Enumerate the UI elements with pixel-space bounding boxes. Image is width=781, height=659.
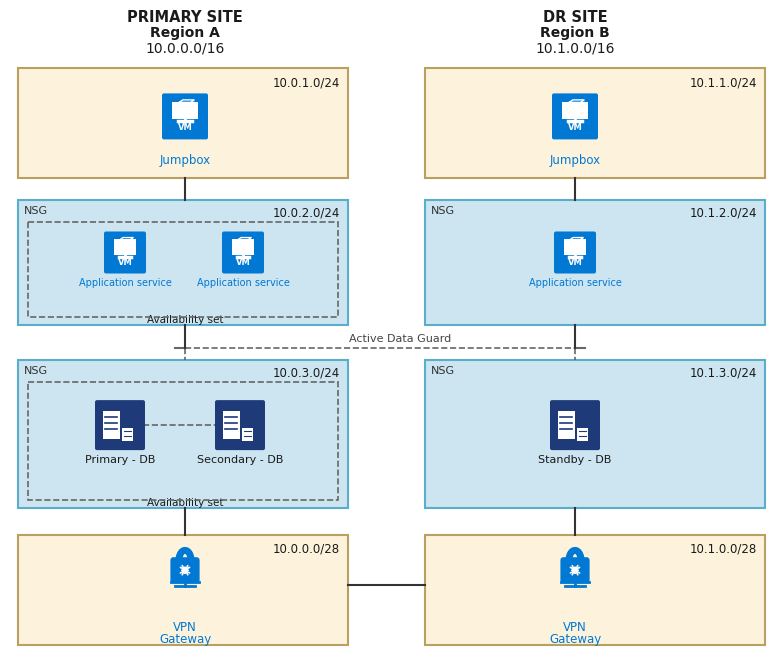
Bar xyxy=(425,200,765,325)
Bar xyxy=(28,382,338,500)
Bar xyxy=(102,411,120,440)
Text: 10.1.1.0/24: 10.1.1.0/24 xyxy=(690,76,757,89)
Bar xyxy=(425,535,765,645)
Text: Application service: Application service xyxy=(79,279,172,289)
Bar xyxy=(562,101,587,119)
Text: Availability set: Availability set xyxy=(147,315,223,325)
Text: NSG: NSG xyxy=(431,366,455,376)
Text: 10.0.3.0/24: 10.0.3.0/24 xyxy=(273,366,340,379)
Text: Availability set: Availability set xyxy=(147,498,223,508)
Text: DR SITE: DR SITE xyxy=(543,10,608,25)
Text: VPN: VPN xyxy=(563,621,587,634)
FancyBboxPatch shape xyxy=(550,400,600,450)
Bar xyxy=(173,101,198,119)
Text: Secondary - DB: Secondary - DB xyxy=(197,455,284,465)
Bar xyxy=(564,239,587,255)
Text: VM: VM xyxy=(177,123,192,132)
Text: 10.0.2.0/24: 10.0.2.0/24 xyxy=(273,206,340,219)
Text: NSG: NSG xyxy=(431,206,455,216)
Bar xyxy=(558,411,575,440)
FancyBboxPatch shape xyxy=(222,231,264,273)
Bar xyxy=(18,200,348,325)
Bar xyxy=(122,428,134,441)
FancyBboxPatch shape xyxy=(215,400,265,450)
Text: VM: VM xyxy=(118,258,132,268)
FancyBboxPatch shape xyxy=(552,94,598,140)
Bar xyxy=(180,105,191,113)
Text: 10.0.1.0/24: 10.0.1.0/24 xyxy=(273,76,340,89)
Text: NSG: NSG xyxy=(24,206,48,216)
Bar xyxy=(223,411,240,440)
Text: 10.0.0.0/28: 10.0.0.0/28 xyxy=(273,543,340,556)
FancyBboxPatch shape xyxy=(554,231,596,273)
Text: 10.1.0.0/28: 10.1.0.0/28 xyxy=(690,543,757,556)
Text: 10.1.3.0/24: 10.1.3.0/24 xyxy=(690,366,757,379)
Text: VM: VM xyxy=(568,123,583,132)
FancyBboxPatch shape xyxy=(561,558,590,583)
Text: 10.0.0.0/16: 10.0.0.0/16 xyxy=(145,42,225,56)
Bar xyxy=(18,68,348,178)
Bar xyxy=(18,360,348,508)
Text: 10.1.0.0/16: 10.1.0.0/16 xyxy=(535,42,615,56)
Text: Standby - DB: Standby - DB xyxy=(538,455,612,465)
FancyBboxPatch shape xyxy=(162,94,208,140)
Bar xyxy=(238,242,248,250)
Bar xyxy=(242,428,253,441)
Text: NSG: NSG xyxy=(24,366,48,376)
FancyBboxPatch shape xyxy=(170,558,200,583)
Bar xyxy=(569,105,580,113)
Bar xyxy=(18,535,348,645)
Text: Region B: Region B xyxy=(540,26,610,40)
Text: Jumpbox: Jumpbox xyxy=(159,154,211,167)
Bar xyxy=(425,68,765,178)
Text: 10.1.2.0/24: 10.1.2.0/24 xyxy=(690,206,757,219)
Text: PRIMARY SITE: PRIMARY SITE xyxy=(127,10,243,25)
Text: Active Data Guard: Active Data Guard xyxy=(349,334,451,344)
Bar xyxy=(232,239,255,255)
Text: Application service: Application service xyxy=(197,279,290,289)
Text: VM: VM xyxy=(568,258,583,268)
FancyBboxPatch shape xyxy=(104,231,146,273)
Text: VM: VM xyxy=(236,258,251,268)
Text: VPN: VPN xyxy=(173,621,197,634)
Bar xyxy=(113,239,137,255)
Bar xyxy=(119,242,130,250)
Bar xyxy=(577,428,588,441)
Text: Gateway: Gateway xyxy=(159,633,211,646)
Text: Jumpbox: Jumpbox xyxy=(550,154,601,167)
Text: Application service: Application service xyxy=(529,279,622,289)
Bar xyxy=(425,360,765,508)
FancyBboxPatch shape xyxy=(95,400,145,450)
Text: Gateway: Gateway xyxy=(549,633,601,646)
Bar xyxy=(570,242,580,250)
Text: Primary - DB: Primary - DB xyxy=(85,455,155,465)
Text: Region A: Region A xyxy=(150,26,220,40)
Bar xyxy=(28,222,338,317)
